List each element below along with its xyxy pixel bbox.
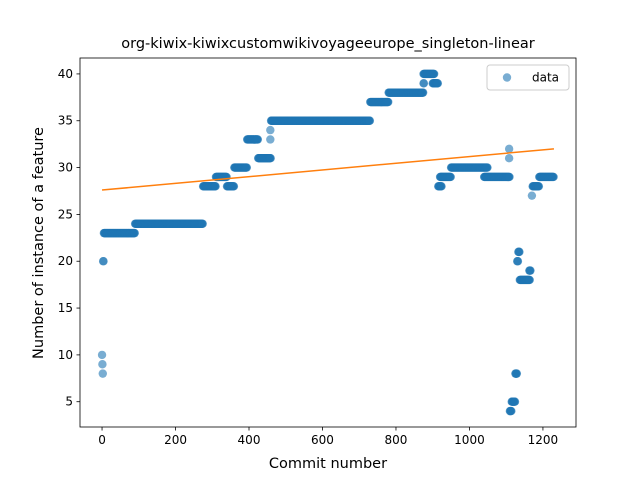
data-point xyxy=(419,88,427,96)
x-tick-label: 400 xyxy=(238,433,261,447)
data-point xyxy=(515,248,523,256)
data-point xyxy=(526,276,534,284)
data-point xyxy=(266,154,274,162)
x-tick-label: 800 xyxy=(385,433,408,447)
x-axis-label: Commit number xyxy=(269,456,387,472)
data-point xyxy=(505,154,513,162)
y-axis-label: Number of instance of a feature xyxy=(31,127,47,359)
legend-label: data xyxy=(532,71,559,85)
data-point xyxy=(526,266,534,274)
x-tick-label: 0 xyxy=(98,433,106,447)
data-point xyxy=(483,163,491,171)
y-tick-label: 25 xyxy=(58,207,73,221)
data-point xyxy=(222,173,230,181)
data-point xyxy=(434,79,442,87)
data-point xyxy=(199,220,207,228)
data-point xyxy=(430,70,438,78)
data-point xyxy=(366,117,374,125)
data-point xyxy=(243,163,251,171)
y-tick-label: 5 xyxy=(65,395,73,409)
data-point xyxy=(513,369,521,377)
chart-title: org-kiwix-kiwixcustomwikivoyageeurope_si… xyxy=(121,36,534,52)
data-point xyxy=(99,369,107,377)
data-point xyxy=(505,173,513,181)
data-point xyxy=(230,182,238,190)
data-point xyxy=(507,407,515,415)
data-point xyxy=(511,398,519,406)
x-tick-label: 1200 xyxy=(528,433,559,447)
x-tick-label: 600 xyxy=(311,433,334,447)
data-point xyxy=(420,79,428,87)
data-point xyxy=(99,257,107,265)
y-tick-label: 10 xyxy=(58,348,73,362)
y-tick-label: 35 xyxy=(58,114,73,128)
data-point xyxy=(384,98,392,106)
data-point xyxy=(98,360,106,368)
data-point xyxy=(528,191,536,199)
data-point xyxy=(437,182,445,190)
x-tick-label: 200 xyxy=(164,433,187,447)
data-point xyxy=(447,173,455,181)
y-tick-label: 20 xyxy=(58,254,73,268)
legend: data xyxy=(487,65,569,90)
data-point xyxy=(131,229,139,237)
data-point xyxy=(514,257,522,265)
data-point xyxy=(98,351,106,359)
data-point xyxy=(211,182,219,190)
data-point xyxy=(535,182,543,190)
data-point xyxy=(505,145,513,153)
data-point xyxy=(266,126,274,134)
x-tick-label: 1000 xyxy=(454,433,485,447)
y-tick-label: 40 xyxy=(58,67,73,81)
data-point xyxy=(266,135,274,143)
legend-marker xyxy=(503,73,511,81)
data-point xyxy=(549,173,557,181)
y-tick-label: 15 xyxy=(58,301,73,315)
data-point xyxy=(254,135,262,143)
y-tick-label: 30 xyxy=(58,161,73,175)
